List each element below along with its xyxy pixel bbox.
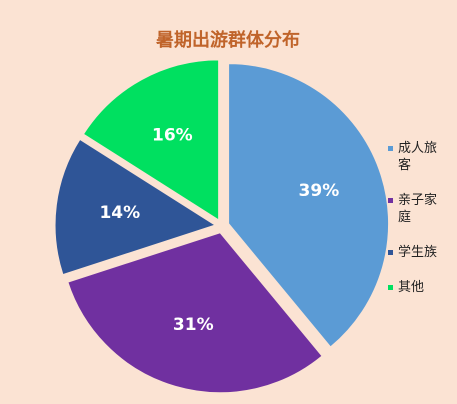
chart-title: 暑期出游群体分布 — [156, 29, 300, 51]
legend-label: 其他 — [398, 280, 425, 295]
legend-item: 其他 — [388, 279, 454, 296]
legend-item: 成人旅客 — [388, 140, 454, 174]
value-label: 14% — [99, 203, 140, 223]
value-label: 16% — [152, 126, 193, 146]
value-label: 39% — [299, 181, 340, 201]
legend-label: 亲子家庭 — [398, 193, 438, 225]
pie-slice — [54, 138, 217, 276]
legend-item: 亲子家庭 — [388, 192, 454, 226]
legend-label: 学生族 — [398, 245, 438, 260]
pie-slice — [82, 59, 220, 221]
pie-slice — [228, 63, 390, 348]
legend-item: 学生族 — [388, 244, 454, 261]
legend: 成人旅客亲子家庭学生族其他 — [388, 140, 454, 314]
legend-swatch — [388, 285, 393, 290]
pie-slice — [67, 232, 323, 394]
legend-swatch — [388, 146, 393, 151]
legend-label: 成人旅客 — [398, 141, 438, 173]
legend-swatch — [388, 198, 393, 203]
legend-swatch — [388, 250, 393, 255]
value-label: 31% — [173, 315, 214, 335]
